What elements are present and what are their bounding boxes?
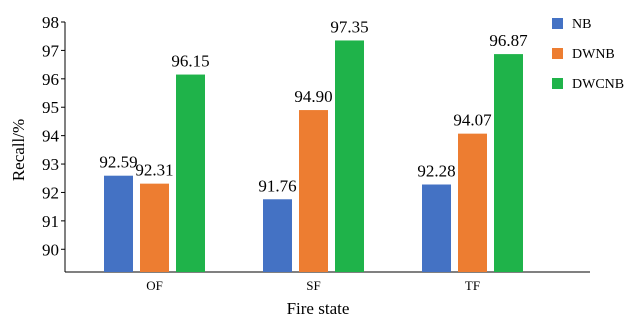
x-tick-labels: OF SF TF [146,278,480,293]
bar-dwnb-of [140,183,169,272]
bar-dwnb-tf [458,133,487,272]
y-tick-label-8: 98 [42,13,59,32]
y-tick-label-1: 91 [42,212,59,231]
data-label-dwnb-of: 92.31 [135,161,173,180]
legend-label-dwnb: DWNB [572,47,615,62]
legend-swatch-dwcnb [552,78,563,89]
bar-dwnb-sf [299,110,328,273]
legend-swatch-dwnb [552,48,563,59]
y-tick-label-3: 93 [42,155,59,174]
legend-swatch-nb [552,18,563,29]
data-label-dwnb-tf: 94.07 [453,111,492,130]
bar-nb-tf [422,184,451,272]
data-label-dwcnb-sf: 97.35 [330,17,368,36]
y-axis: 90 91 92 93 94 95 96 97 98 [42,13,66,272]
y-axis-label: Recall/% [9,119,28,181]
legend: NB DWNB DWCNB [552,17,624,92]
y-tick-label-6: 96 [42,70,59,89]
x-tick-label-of: OF [146,278,163,293]
data-label-dwnb-sf: 94.90 [294,87,332,106]
y-tick-label-4: 94 [42,127,60,146]
data-label-nb-sf: 91.76 [258,176,296,195]
bar-dwcnb-sf [335,40,364,272]
x-axis: OF SF TF [65,271,590,293]
bar-nb-sf [263,199,292,272]
x-axis-label: Fire state [287,299,350,318]
bar-nb-of [104,175,133,272]
y-tick-labels: 90 91 92 93 94 95 96 97 98 [42,13,65,259]
data-label-nb-tf: 92.28 [417,162,455,181]
legend-label-nb: NB [572,17,591,32]
y-tick-label-7: 97 [42,41,60,60]
bar-dwcnb-of [176,74,205,272]
y-tick-label-5: 95 [42,98,59,117]
x-tick-label-sf: SF [306,278,320,293]
data-label-nb-of: 92.59 [99,153,137,172]
y-tick-label-0: 90 [42,240,59,259]
data-label-dwcnb-tf: 96.87 [489,31,528,50]
legend-label-dwcnb: DWCNB [572,77,624,92]
x-tick-label-tf: TF [465,278,480,293]
data-label-dwcnb-of: 96.15 [171,52,209,71]
bar-dwcnb-tf [494,54,523,273]
y-tick-label-2: 92 [42,183,59,202]
bars [104,40,523,273]
